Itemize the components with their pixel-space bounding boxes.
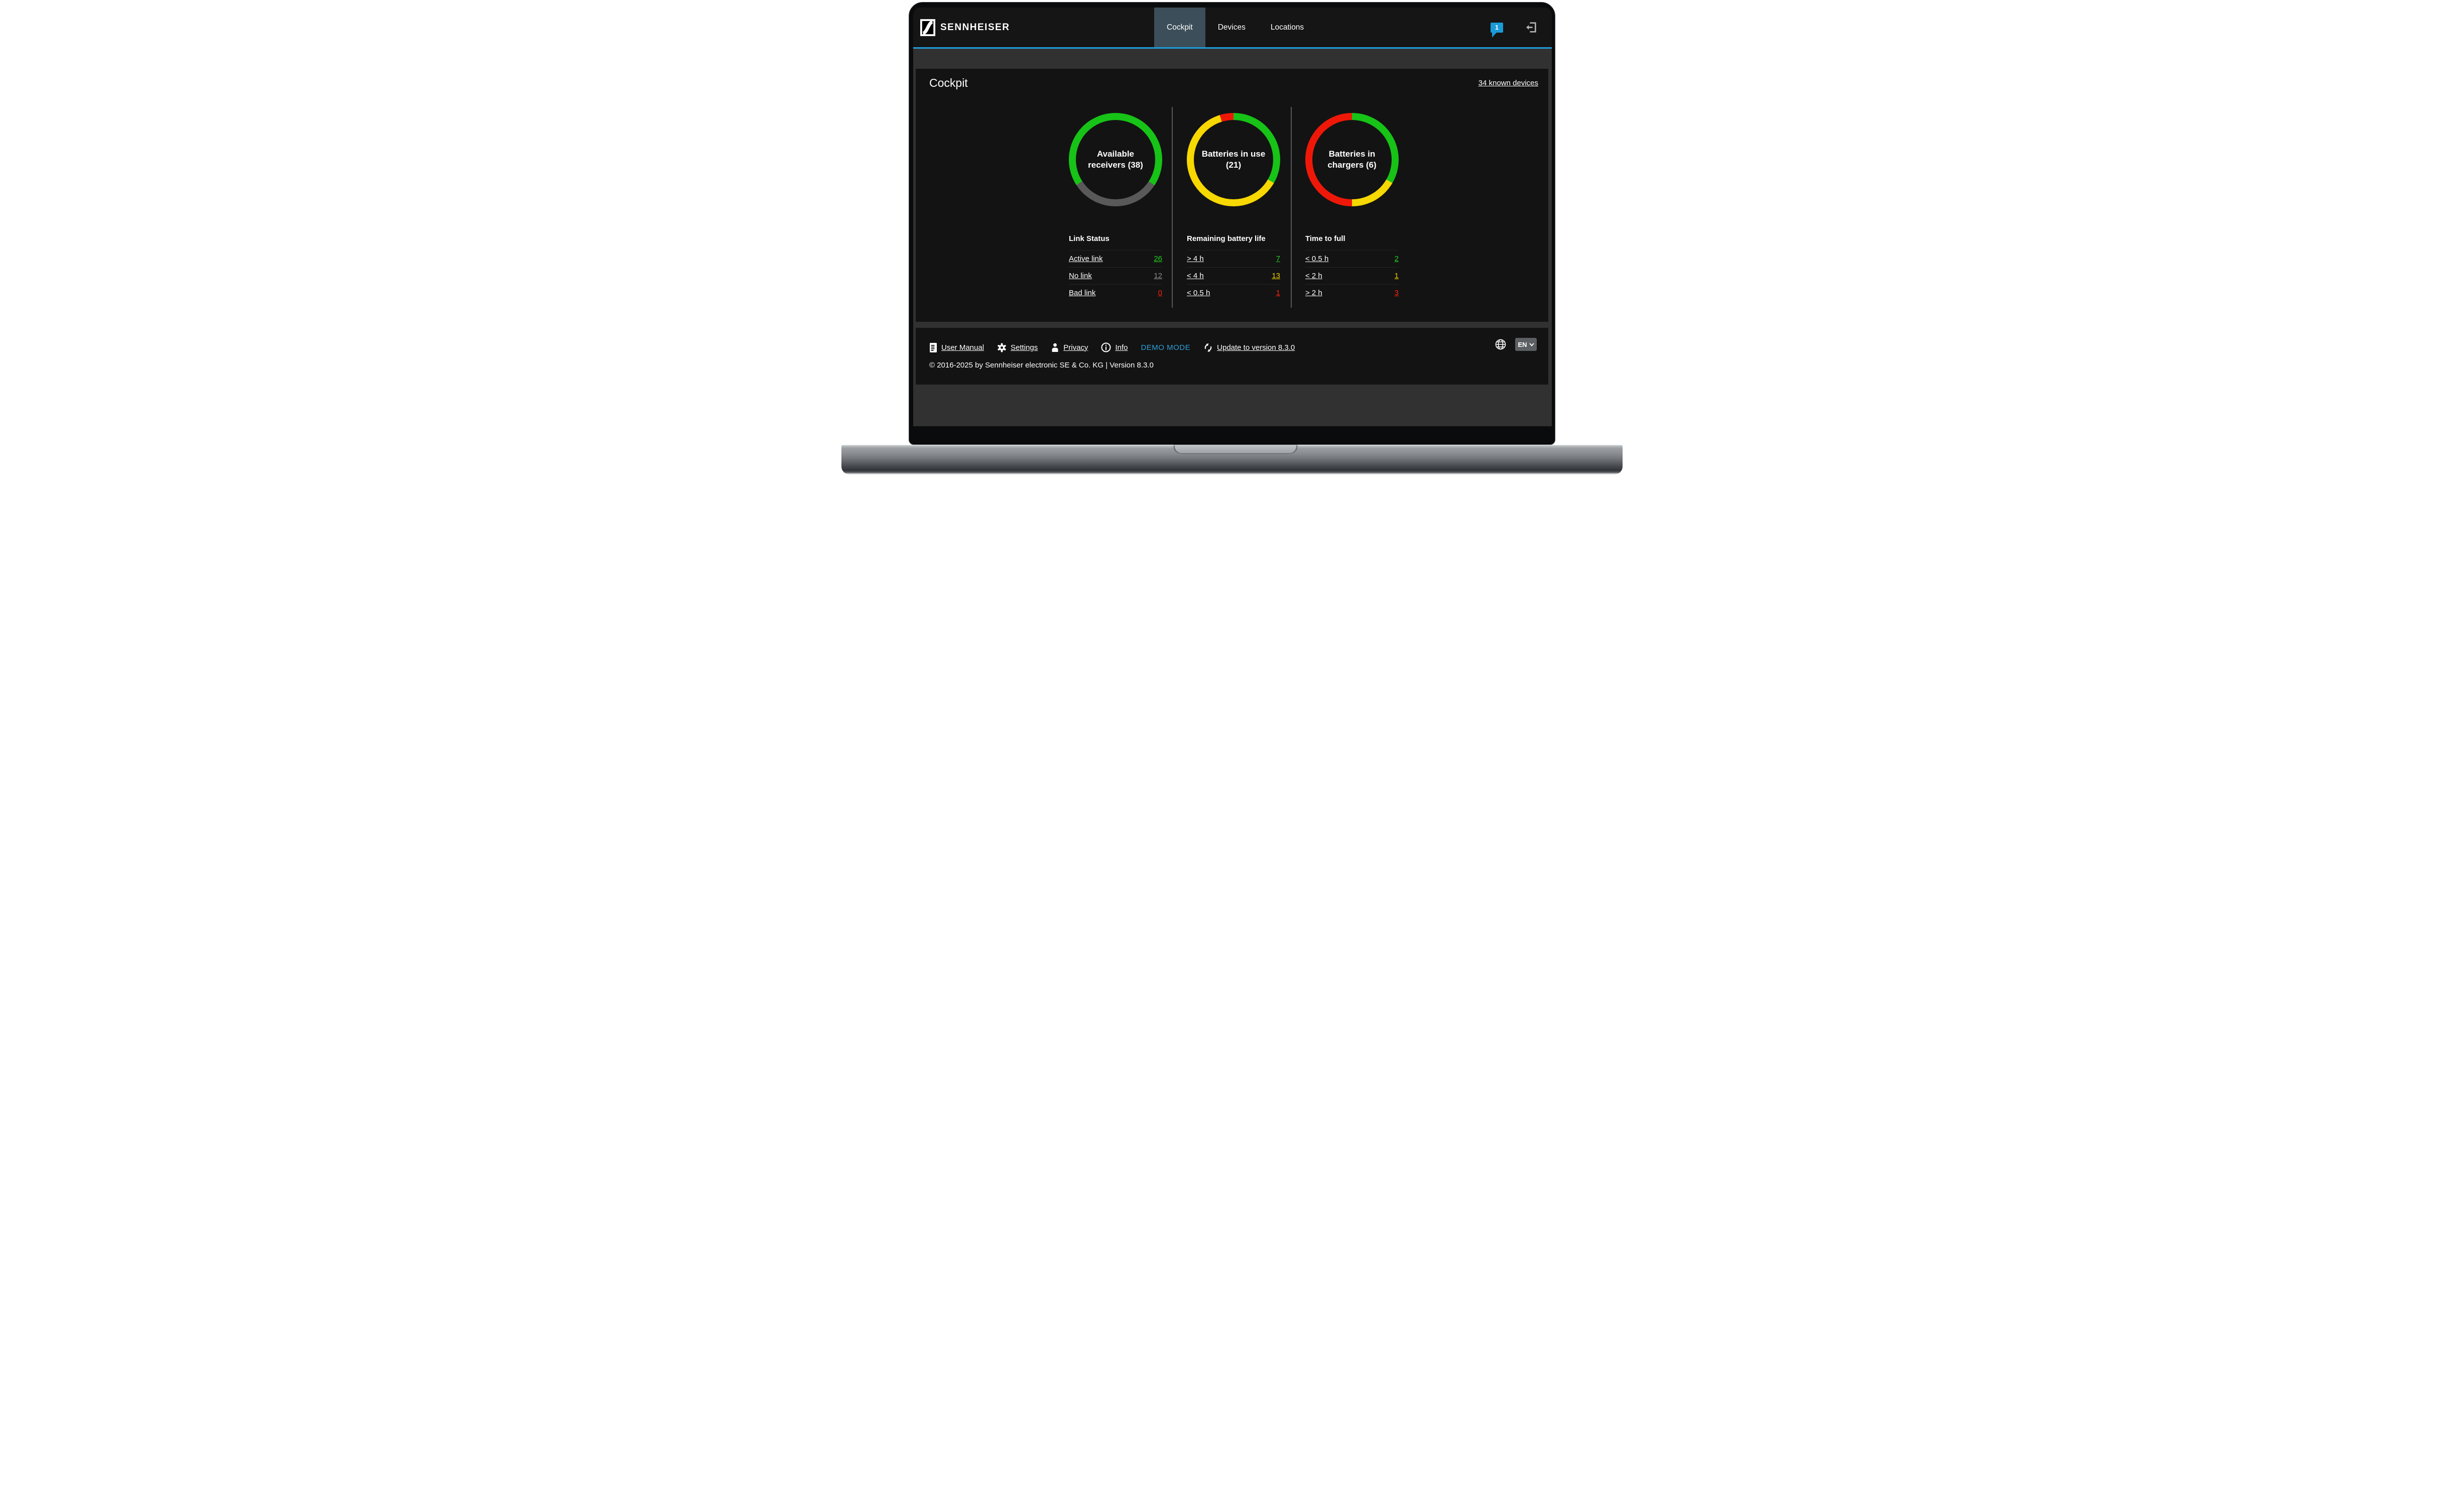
receivers-column: Available receivers (38) Link Status Act…: [1069, 69, 1162, 322]
lt4h-count[interactable]: 13: [1272, 272, 1280, 280]
time-to-full-legend: Time to full < 0.5 h 2 < 2 h 1 > 2 h: [1305, 234, 1399, 301]
active-link-link[interactable]: Active link: [1069, 255, 1103, 263]
footer-links: User Manual: [929, 340, 1295, 355]
batteries-in-chargers-donut-chart: Batteries in chargers (6): [1305, 113, 1399, 206]
column-divider: [1172, 107, 1173, 308]
bad-link-count[interactable]: 0: [1158, 289, 1162, 297]
copyright-text: © 2016-2025 by Sennheiser electronic SE …: [929, 361, 1154, 369]
charge-lt05h-count[interactable]: 2: [1395, 255, 1399, 263]
tab-cockpit[interactable]: Cockpit: [1154, 8, 1205, 47]
notification-icon[interactable]: 1: [1491, 23, 1503, 33]
bad-link-link[interactable]: Bad link: [1069, 289, 1095, 297]
lt05h-link[interactable]: < 0.5 h: [1187, 289, 1210, 297]
content-area: Cockpit 34 known devices Available recei…: [913, 49, 1552, 426]
language-area: EN: [1495, 338, 1537, 351]
header-icons: 1: [1491, 8, 1538, 47]
batteries-in-use-donut-label: Batteries in use (21): [1200, 149, 1267, 171]
link-status-legend: Link Status Active link 26 No link 12 Ba…: [1069, 234, 1162, 301]
legend-title: Remaining battery life: [1187, 234, 1280, 250]
sennheiser-logo-icon: [920, 19, 935, 36]
laptop-lid-notch: [1175, 445, 1296, 453]
charge-gt2h-count[interactable]: 3: [1395, 289, 1399, 297]
laptop-frame: SENNHEISER Cockpit Devices Locations 1: [909, 2, 1555, 445]
footer-panel: User Manual: [916, 328, 1548, 385]
no-link-count[interactable]: 12: [1154, 272, 1162, 280]
charge-lt05h-link[interactable]: < 0.5 h: [1305, 255, 1328, 263]
batteries-in-use-donut-chart: Batteries in use (21): [1187, 113, 1280, 206]
chevron-down-icon: [1529, 343, 1534, 346]
settings-link[interactable]: Settings: [997, 343, 1038, 352]
receivers-donut-label: Available receivers (38): [1082, 149, 1149, 171]
batteries-in-use-column: Batteries in use (21) Remaining battery …: [1187, 69, 1280, 322]
lt05h-count[interactable]: 1: [1276, 289, 1280, 297]
privacy-link[interactable]: Privacy: [1051, 343, 1088, 352]
column-divider: [1291, 107, 1292, 308]
page-title: Cockpit: [929, 75, 968, 91]
active-link-count[interactable]: 26: [1154, 255, 1162, 263]
legend-row-lt2h-charge: < 2 h 1: [1305, 267, 1399, 284]
update-link[interactable]: Update to version 8.3.0: [1203, 343, 1295, 352]
brand-name: SENNHEISER: [940, 22, 1010, 33]
gear-icon: [997, 343, 1007, 352]
charge-lt2h-link[interactable]: < 2 h: [1305, 272, 1322, 280]
laptop-base: [841, 445, 1623, 474]
legend-row-gt2h-charge: > 2 h 3: [1305, 284, 1399, 301]
legend-row-active-link: Active link 26: [1069, 250, 1162, 267]
page: SENNHEISER Cockpit Devices Locations 1: [838, 0, 1626, 475]
demo-mode-badge: DEMO MODE: [1141, 343, 1190, 352]
main-nav: Cockpit Devices Locations: [1154, 8, 1316, 47]
tab-devices[interactable]: Devices: [1205, 8, 1258, 47]
legend-row-lt05h: < 0.5 h 1: [1187, 284, 1280, 301]
legend-row-lt4h: < 4 h 13: [1187, 267, 1280, 284]
legend-row-no-link: No link 12: [1069, 267, 1162, 284]
lt4h-link[interactable]: < 4 h: [1187, 272, 1204, 280]
gt4h-link[interactable]: > 4 h: [1187, 255, 1204, 263]
legend-row-bad-link: Bad link 0: [1069, 284, 1162, 301]
screen: SENNHEISER Cockpit Devices Locations 1: [913, 8, 1552, 426]
info-link[interactable]: Info: [1101, 342, 1128, 352]
known-devices-link[interactable]: 34 known devices: [1479, 79, 1538, 87]
logout-icon[interactable]: [1524, 21, 1538, 34]
refresh-icon: [1203, 343, 1213, 352]
charge-gt2h-link[interactable]: > 2 h: [1305, 289, 1322, 297]
cockpit-panel: Cockpit 34 known devices Available recei…: [916, 69, 1548, 322]
user-manual-link[interactable]: User Manual: [929, 342, 984, 353]
globe-icon: [1495, 338, 1507, 350]
info-icon: [1101, 342, 1111, 352]
person-icon: [1051, 343, 1059, 352]
brand: SENNHEISER: [920, 8, 1010, 47]
receivers-donut-chart: Available receivers (38): [1069, 113, 1162, 206]
document-icon: [929, 342, 937, 353]
charge-lt2h-count[interactable]: 1: [1395, 272, 1399, 280]
batteries-in-chargers-donut-label: Batteries in chargers (6): [1319, 149, 1385, 171]
app-header: SENNHEISER Cockpit Devices Locations 1: [913, 8, 1552, 47]
legend-title: Time to full: [1305, 234, 1399, 250]
tab-locations[interactable]: Locations: [1258, 8, 1316, 47]
legend-title: Link Status: [1069, 234, 1162, 250]
gt4h-count[interactable]: 7: [1276, 255, 1280, 263]
language-select[interactable]: EN: [1515, 338, 1537, 351]
batteries-in-chargers-column: Batteries in chargers (6) Time to full <…: [1305, 69, 1399, 322]
battery-life-legend: Remaining battery life > 4 h 7 < 4 h 13 …: [1187, 234, 1280, 301]
no-link-link[interactable]: No link: [1069, 272, 1092, 280]
legend-row-gt4h: > 4 h 7: [1187, 250, 1280, 267]
legend-row-lt05h-charge: < 0.5 h 2: [1305, 250, 1399, 267]
